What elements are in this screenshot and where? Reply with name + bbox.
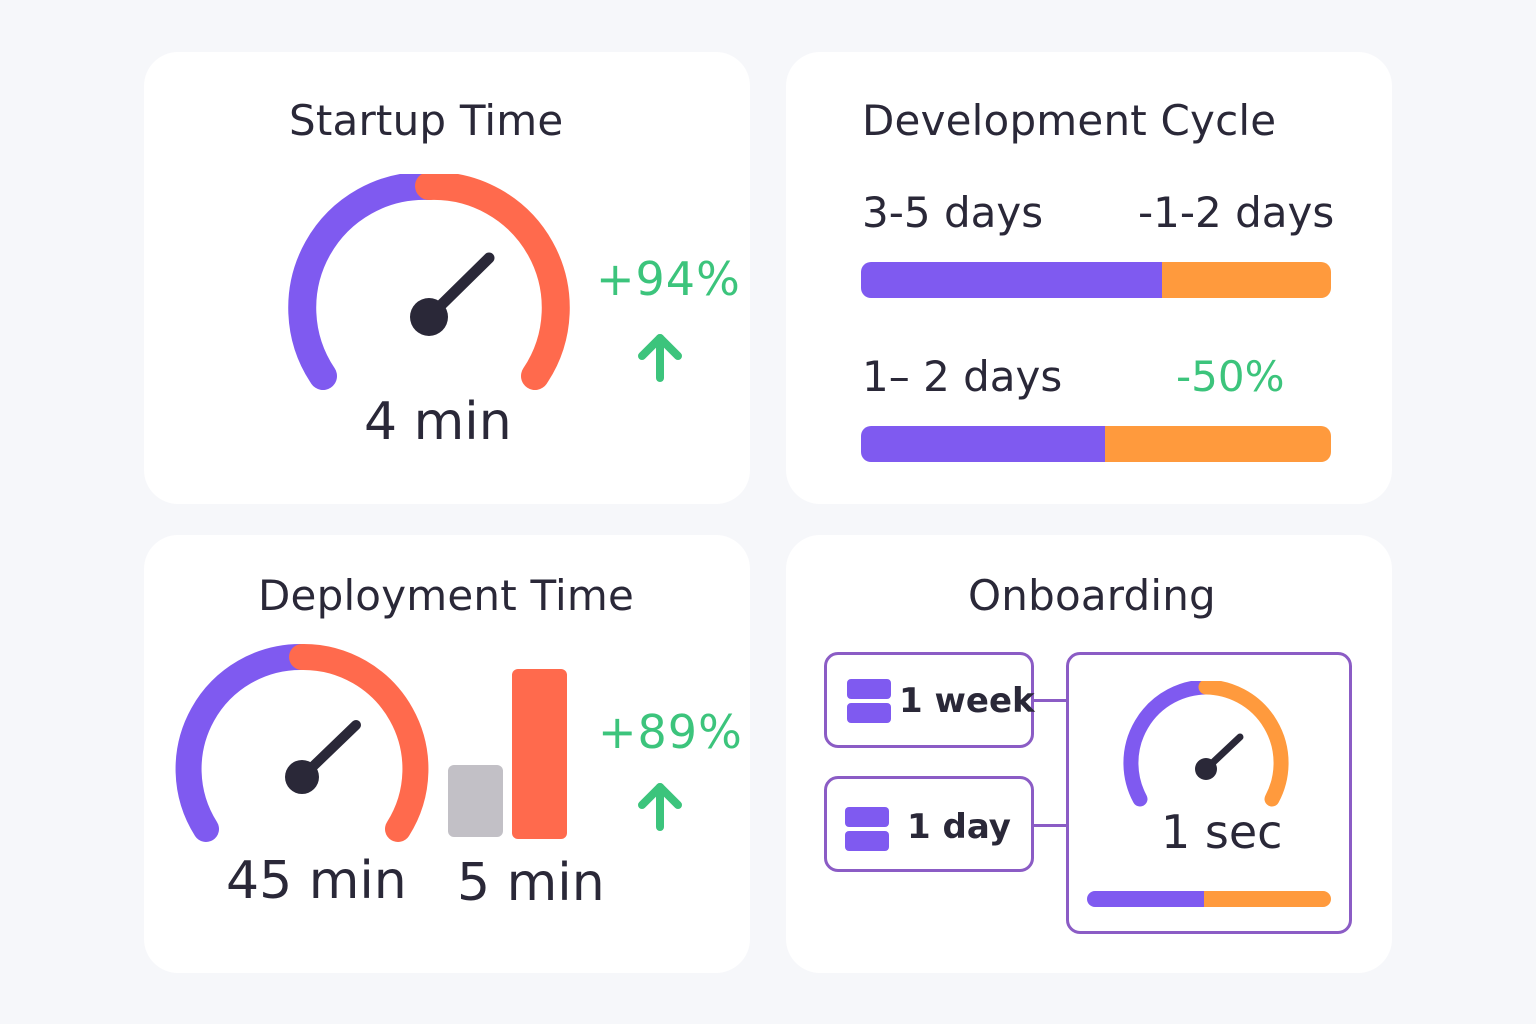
deployment-improvement: +89%: [598, 705, 743, 759]
layers-icon: [845, 807, 889, 855]
development-cycle-title: Development Cycle: [862, 96, 1277, 145]
speedometer-icon: [175, 643, 429, 842]
deployment-time-title: Deployment Time: [258, 571, 635, 620]
onboarding-bar-purple: [1087, 891, 1205, 907]
cycle-bar-1-purple: [861, 262, 1162, 298]
startup-time-value: 4 min: [364, 392, 512, 452]
cycle-bar-2-orange: [1105, 426, 1331, 462]
startup-improvement: +94%: [596, 252, 741, 306]
layers-icon: [847, 679, 891, 727]
onboarding-result-value: 1 sec: [1161, 805, 1283, 859]
speedometer-icon: [288, 174, 570, 390]
development-cycle-card: Development Cycle 3-5 days -1-2 days 1– …: [786, 52, 1392, 504]
speedometer-icon: [1123, 681, 1289, 807]
onboarding-progress-bar: [1087, 891, 1331, 907]
deployment-after-value: 5 min: [457, 853, 605, 913]
onboarding-card: Onboarding 1 week 1 day 1 sec: [786, 535, 1392, 973]
cycle-progress-bar-1: [861, 262, 1331, 298]
startup-time-card: Startup Time 4 min +94%: [144, 52, 750, 504]
connector-line: [1034, 824, 1068, 827]
cycle-bar-1-orange: [1161, 262, 1331, 298]
arrow-up-icon: [638, 334, 682, 382]
cycle-new-label: 1– 2 days: [862, 352, 1063, 401]
cycle-progress-bar-2: [861, 426, 1331, 462]
arrow-up-icon: [638, 783, 682, 831]
onboarding-week-box: 1 week: [824, 652, 1035, 748]
cycle-after-label: -1-2 days: [1138, 188, 1335, 237]
startup-time-title: Startup Time: [289, 96, 564, 145]
deployment-before-value: 45 min: [226, 851, 407, 911]
onboarding-day-box: 1 day: [824, 776, 1034, 872]
onboarding-result-panel: 1 sec: [1066, 652, 1352, 934]
cycle-before-label: 3-5 days: [862, 188, 1044, 237]
before-bar: [448, 765, 503, 837]
connector-line: [1034, 699, 1068, 702]
after-bar: [512, 669, 567, 839]
onboarding-title: Onboarding: [968, 571, 1216, 620]
deployment-time-card: Deployment Time 45 min 5 min +89%: [144, 535, 750, 973]
onboarding-week-label: 1 week: [899, 681, 1035, 721]
onboarding-day-label: 1 day: [907, 807, 1011, 847]
onboarding-bar-orange: [1204, 891, 1331, 907]
cycle-bar-2-purple: [861, 426, 1106, 462]
cycle-reduction: -50%: [1176, 352, 1285, 401]
